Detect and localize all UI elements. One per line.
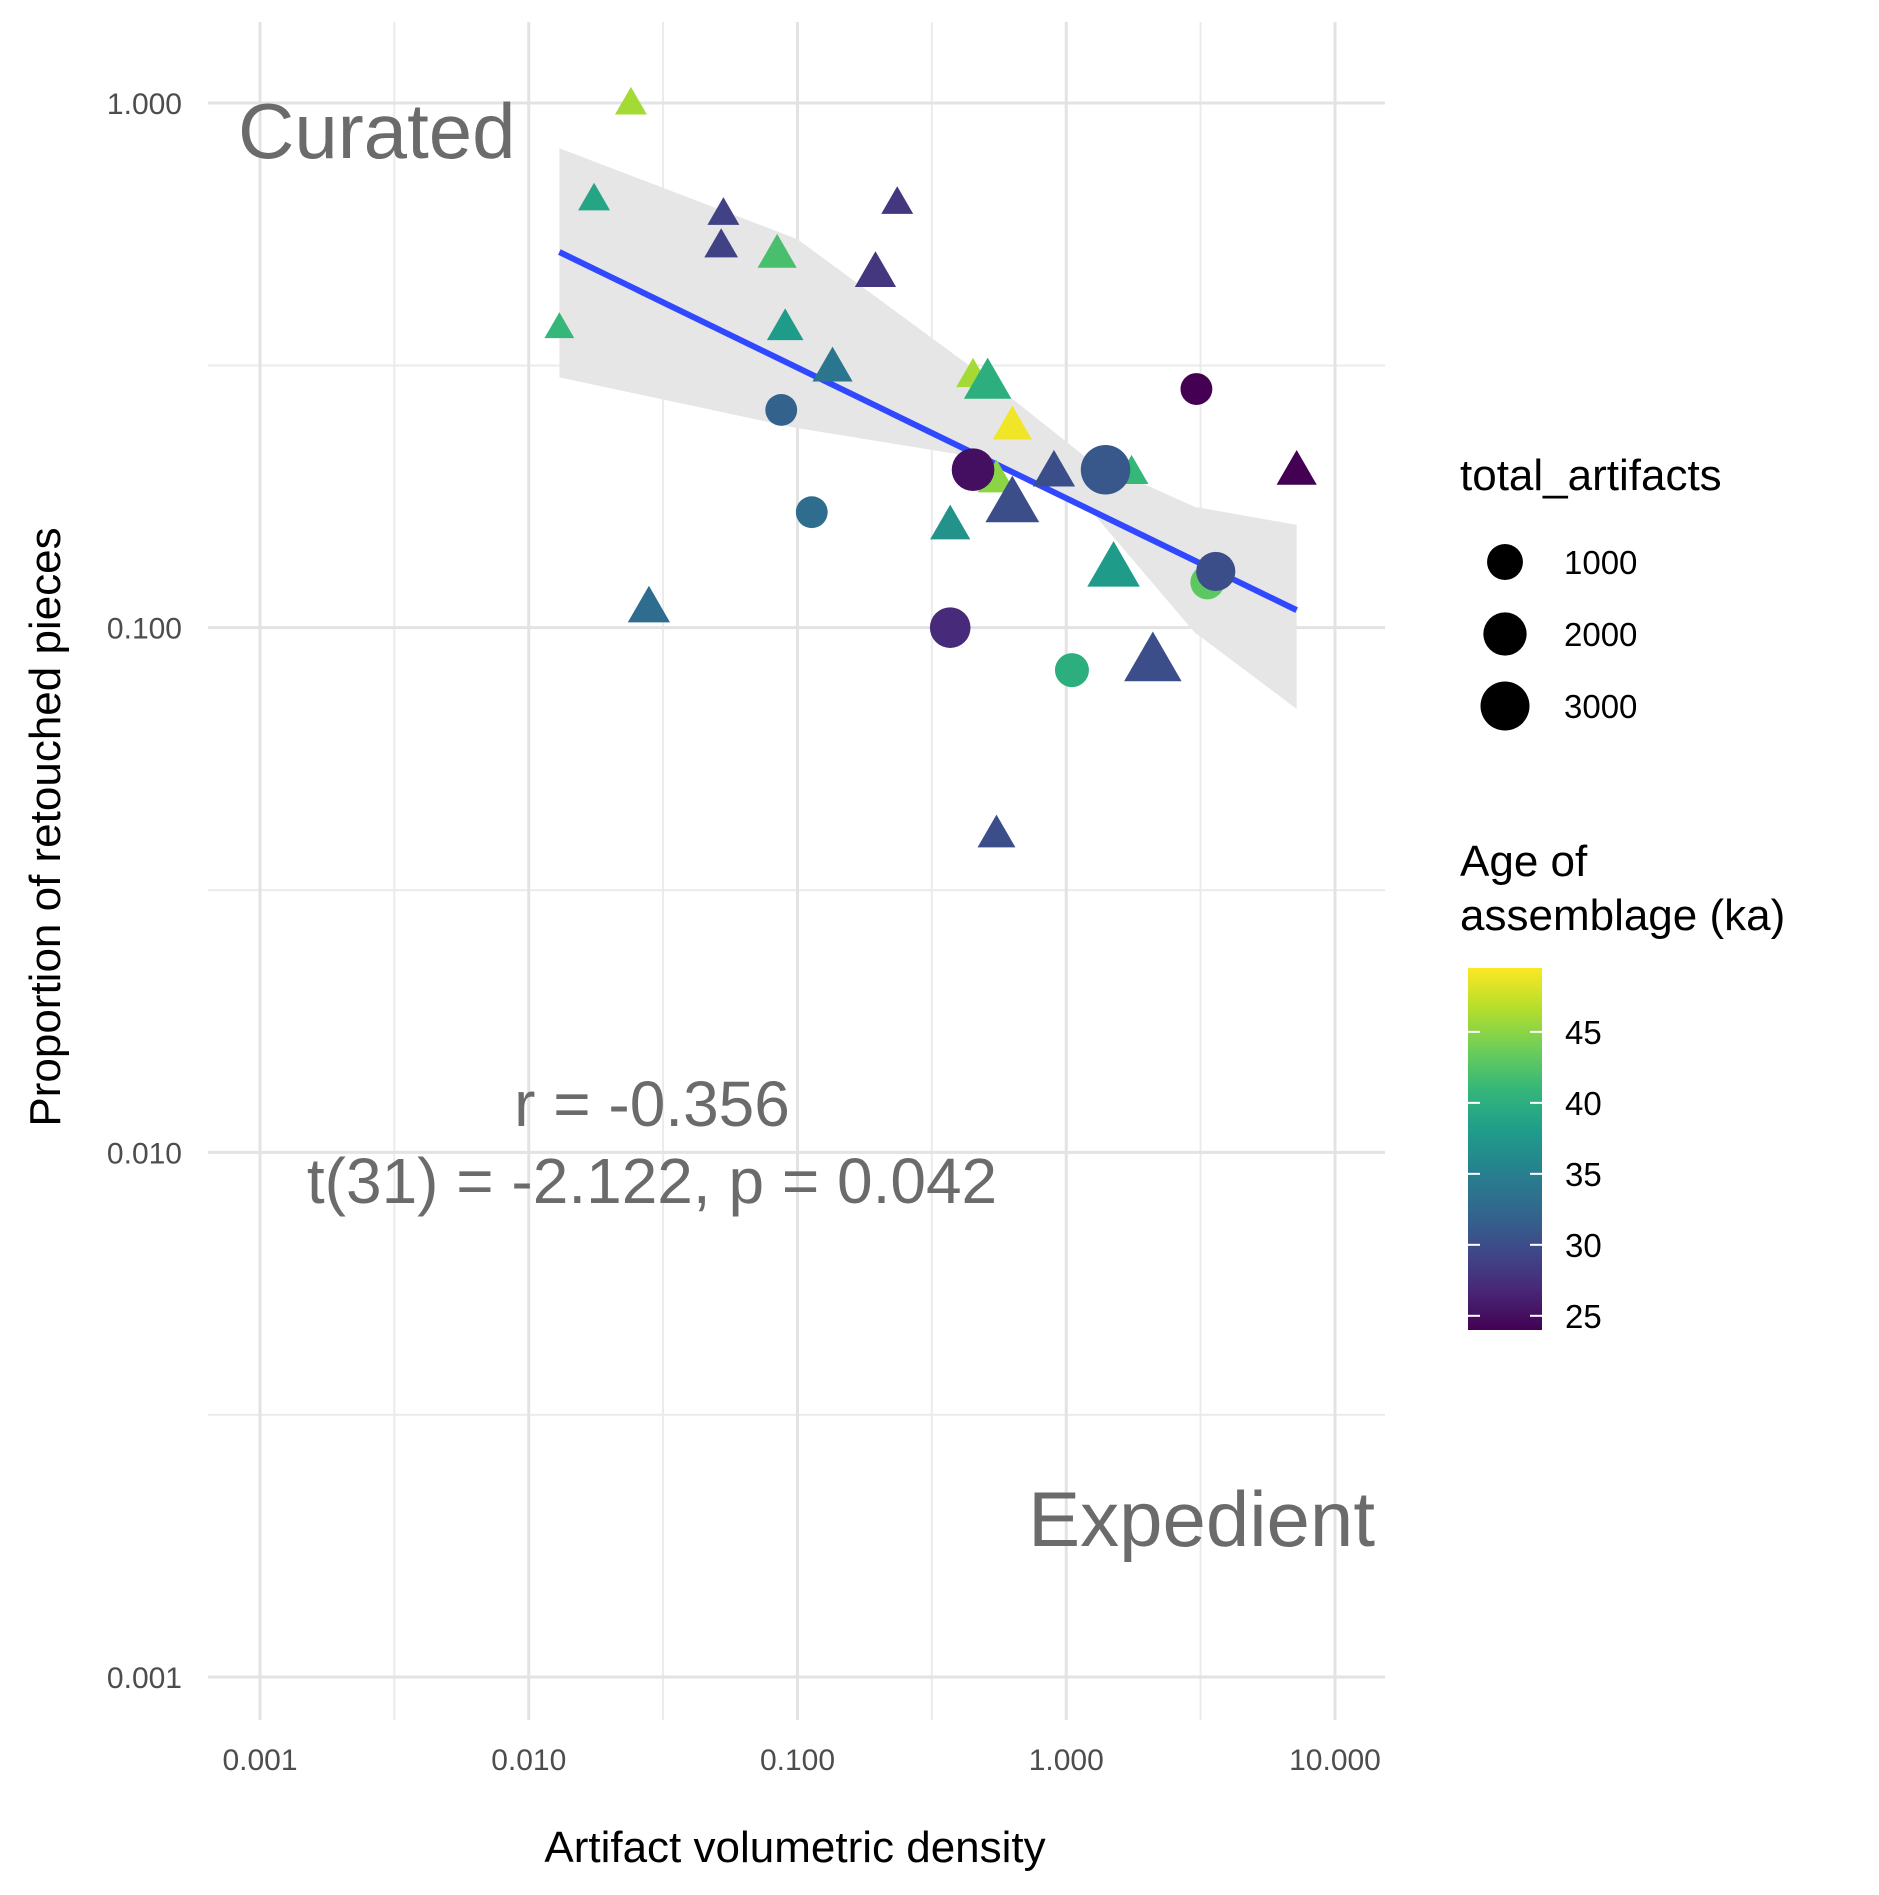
y-tick-label: 0.001: [107, 1662, 182, 1695]
legend-size-title: total_artifacts: [1460, 451, 1722, 500]
x-tick-label: 0.010: [491, 1744, 566, 1777]
data-point-circle: [951, 448, 995, 492]
annotation-expedient: Expedient: [1028, 1475, 1375, 1563]
data-point-triangle: [930, 504, 971, 540]
data-point-triangle: [757, 233, 797, 268]
x-axis-title: Artifact volumetric density: [544, 1823, 1045, 1872]
data-point-triangle: [881, 186, 914, 214]
data-point-triangle: [614, 86, 647, 115]
legend-age: Age of assemblage (ka) 25 30 35 40 45: [1460, 837, 1785, 1335]
data-point-triangle: [704, 228, 739, 258]
data-point-triangle: [985, 475, 1040, 523]
x-tick-label: 1.000: [1029, 1744, 1104, 1777]
data-point-circle: [765, 394, 798, 426]
grid-lines: [208, 22, 1385, 1720]
data-point-triangle: [1032, 449, 1076, 487]
data-point-triangle: [1087, 541, 1140, 587]
regression-line: [558, 249, 1298, 613]
x-tick-label: 0.100: [760, 1744, 835, 1777]
legend-size-swatch: [1483, 612, 1527, 656]
data-point-triangle: [544, 312, 575, 339]
legend-color-title-line2: assemblage (ka): [1460, 891, 1785, 940]
legend-size-swatch: [1480, 681, 1530, 731]
data-point-triangle: [627, 585, 671, 623]
regression-line-group: [558, 249, 1298, 613]
legend-color-title-line1: Age of: [1460, 837, 1588, 886]
data-point-circle: [1080, 444, 1131, 495]
y-tick-label: 0.010: [107, 1137, 182, 1170]
data-point-triangle: [766, 308, 804, 341]
y-axis-ticks: 0.001 0.010 0.100 1.000: [107, 88, 182, 1695]
colorbar: [1468, 968, 1542, 1330]
data-point-triangle: [977, 814, 1016, 848]
annotation-correlation: r = -0.356: [514, 1068, 790, 1140]
data-point-circle: [1180, 373, 1213, 405]
data-point-triangle: [1276, 449, 1317, 485]
data-point-circle: [929, 607, 971, 648]
y-tick-label: 0.100: [107, 613, 182, 646]
annotation-t-test: t(31) = -2.122, p = 0.042: [307, 1145, 997, 1217]
legend-size-swatch: [1487, 544, 1523, 580]
legend-total-artifacts: total_artifacts 1000 2000 3000: [1460, 451, 1722, 731]
data-point-triangle: [1124, 631, 1182, 682]
data-point-circle: [1054, 653, 1089, 688]
data-points: [544, 86, 1317, 848]
x-axis-ticks: 0.001 0.010 0.100 1.000 10.000: [222, 1744, 1380, 1777]
colorbar-tick-label: 30: [1565, 1227, 1602, 1264]
legend-size-label: 1000: [1564, 544, 1637, 581]
y-axis-title: Proportion of retouched pieces: [21, 527, 70, 1126]
data-point-circle: [795, 496, 828, 529]
colorbar-tick-label: 40: [1565, 1085, 1602, 1122]
colorbar-tick-label: 35: [1565, 1156, 1602, 1193]
legend-size-label: 3000: [1564, 688, 1637, 725]
colorbar-tick-label: 25: [1565, 1298, 1602, 1335]
data-point-triangle: [812, 346, 853, 382]
data-point-triangle: [854, 251, 897, 287]
colorbar-tick-label: 45: [1565, 1014, 1602, 1051]
data-point-triangle: [992, 405, 1032, 440]
x-tick-label: 10.000: [1289, 1744, 1381, 1777]
x-tick-label: 0.001: [222, 1744, 297, 1777]
data-point-triangle: [963, 357, 1012, 399]
legend-size-label: 2000: [1564, 616, 1637, 653]
data-point-triangle: [707, 197, 740, 225]
annotation-curated: Curated: [238, 87, 516, 175]
data-point-triangle: [578, 182, 611, 211]
y-tick-label: 1.000: [107, 88, 182, 121]
data-point-circle: [1196, 551, 1236, 592]
